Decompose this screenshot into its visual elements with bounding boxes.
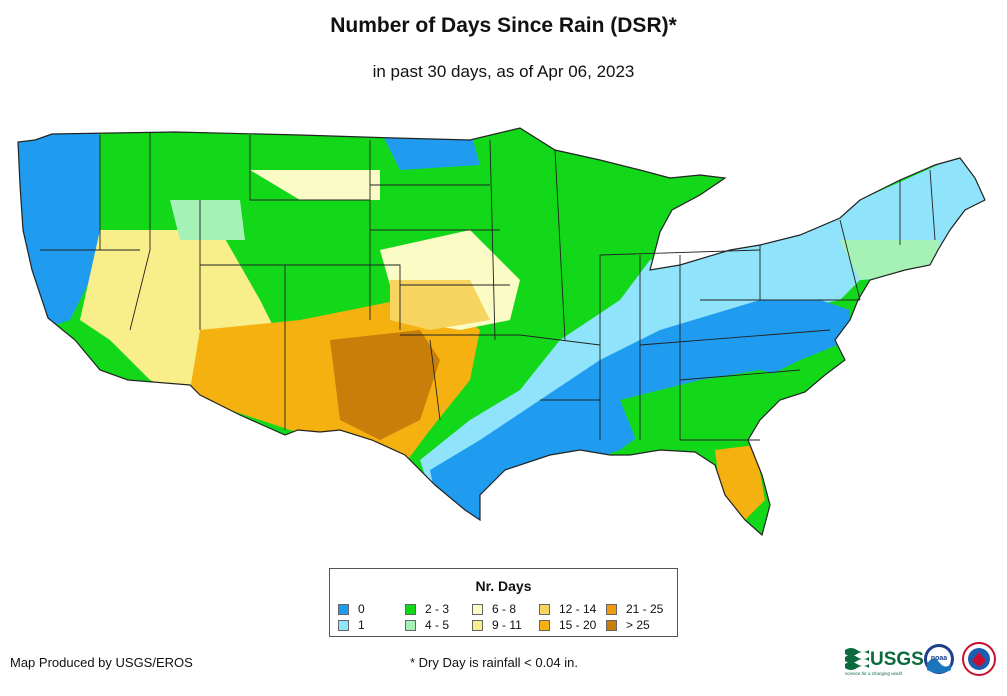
noaa-logo: noaa <box>924 644 954 674</box>
legend-item-15-20: 15 - 20 <box>539 618 596 632</box>
legend-item-gt25: > 25 <box>606 618 650 632</box>
legend-label: 0 <box>358 602 365 616</box>
legend-item-21-25: 21 - 25 <box>606 602 663 616</box>
legend-swatch <box>338 619 349 631</box>
legend-label: 4 - 5 <box>425 618 450 632</box>
legend-label: 6 - 8 <box>492 602 517 616</box>
legend: Nr. Days 0 1 2 - 3 4 - 5 6 - 8 9 - 11 12 <box>329 568 678 637</box>
map-title: Number of Days Since Rain (DSR)* <box>330 14 677 37</box>
legend-item-4-5: 4 - 5 <box>405 618 449 632</box>
region-upper-midwest-2-3-days <box>520 150 650 290</box>
legend-swatch <box>472 619 483 631</box>
legend-item-9-11: 9 - 11 <box>472 618 522 632</box>
legend-label: > 25 <box>626 618 650 632</box>
legend-swatch <box>539 619 550 631</box>
nws-logo <box>962 642 996 676</box>
legend-label: 2 - 3 <box>425 602 450 616</box>
usgs-logo-text: USGS <box>870 649 924 670</box>
legend-item-12-14: 12 - 14 <box>539 602 596 616</box>
rain-category-regions <box>18 128 985 535</box>
region-new-mexico-gt25-days <box>330 330 440 440</box>
usgs-tagline: science for a changing world <box>845 671 903 676</box>
legend-label: 21 - 25 <box>626 602 664 616</box>
map-subtitle: in past 30 days, as of Apr 06, 2023 <box>372 62 635 81</box>
map-credit: Map Produced by USGS/EROS <box>10 655 193 670</box>
logos-svg: USGS science for a changing world noaa <box>845 642 996 676</box>
legend-swatch <box>606 619 617 631</box>
us-outline <box>17 127 986 537</box>
region-idaho-4-5-days <box>170 200 245 240</box>
legend-label: 9 - 11 <box>492 618 522 632</box>
legend-swatch <box>606 603 617 615</box>
legend-label: 1 <box>358 618 365 632</box>
legend-title: Nr. Days <box>475 578 532 594</box>
state-borders <box>40 132 936 441</box>
dry-day-footnote: * Dry Day is rainfall < 0.04 in. <box>410 655 578 670</box>
legend-swatch <box>539 603 550 615</box>
legend-swatch <box>338 603 349 615</box>
region-florida-15-20-days <box>715 445 765 520</box>
legend-item-0: 0 <box>338 602 365 616</box>
legend-swatch <box>405 603 416 615</box>
legend-swatch <box>472 603 483 615</box>
legend-label: 12 - 14 <box>559 602 597 616</box>
region-montana-6-8-days <box>250 170 380 200</box>
legend-grid: 0 1 2 - 3 4 - 5 6 - 8 9 - 11 12 - 14 15 <box>338 602 678 636</box>
usgs-logo: USGS science for a changing world <box>845 648 924 676</box>
region-kansas-12-14-days <box>390 280 490 330</box>
legend-swatch <box>405 619 416 631</box>
agency-logos: USGS science for a changing world noaa <box>843 640 1003 680</box>
legend-item-2-3: 2 - 3 <box>405 602 449 616</box>
noaa-logo-text: noaa <box>931 655 947 662</box>
legend-item-1: 1 <box>338 618 365 632</box>
legend-label: 15 - 20 <box>559 618 597 632</box>
legend-item-6-8: 6 - 8 <box>472 602 516 616</box>
